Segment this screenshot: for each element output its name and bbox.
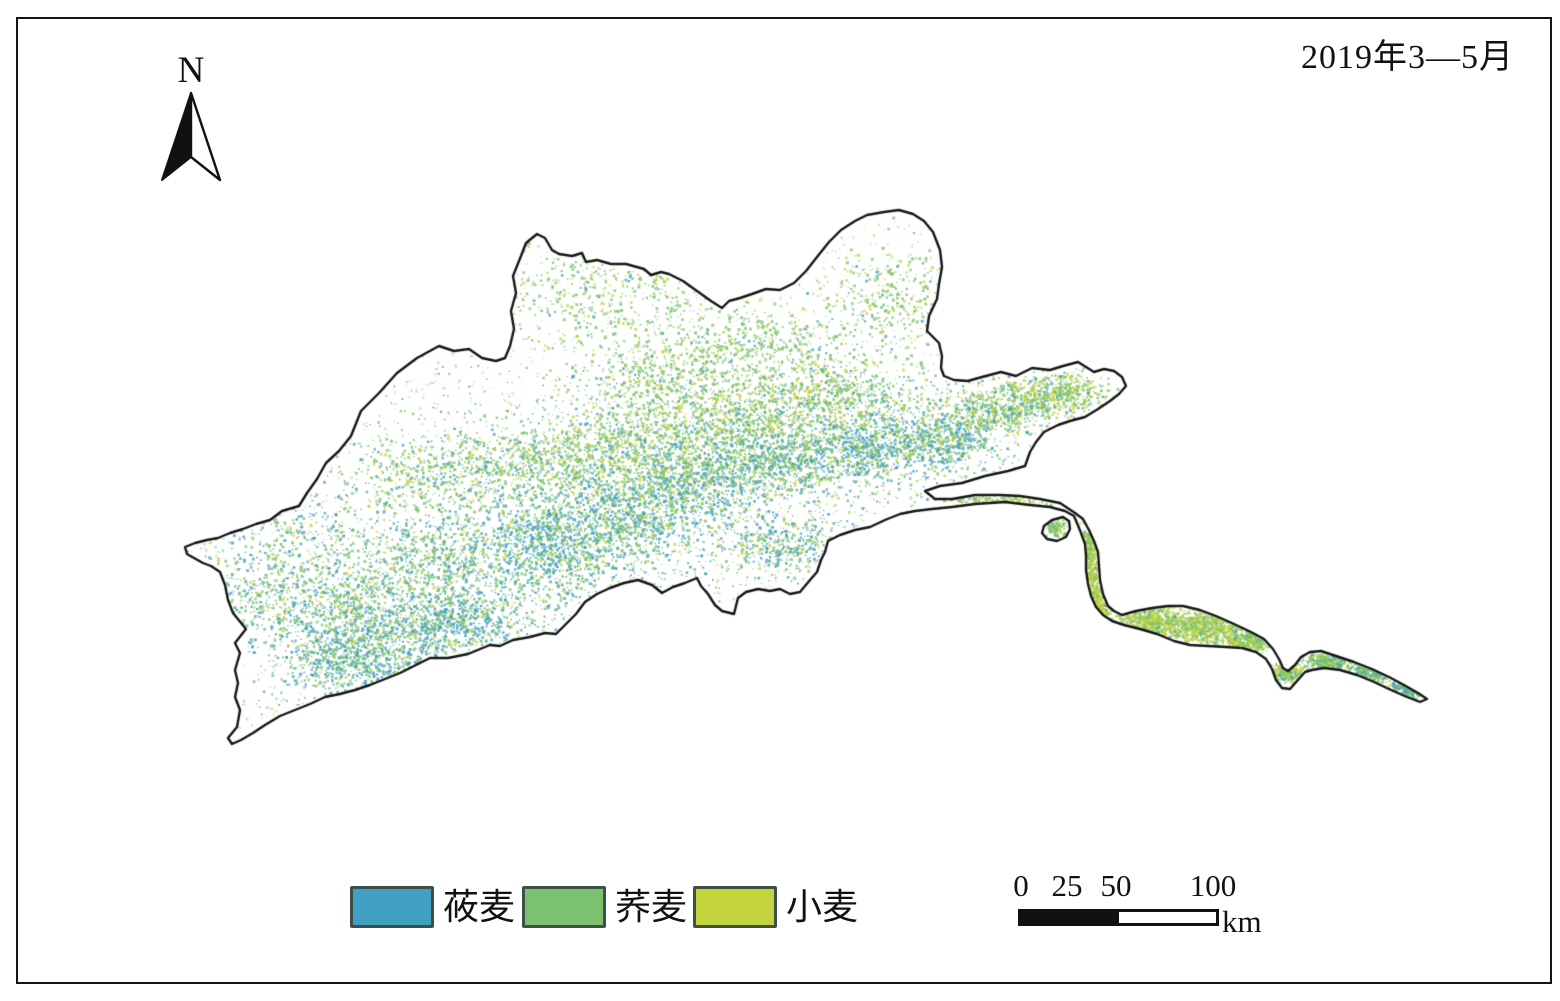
legend-item-youmai: 莜麦 (350, 886, 515, 928)
north-arrow: N (158, 52, 224, 183)
scale-bar-rule (1018, 909, 1219, 926)
scale-bar-empty-segment (1118, 912, 1216, 923)
legend-swatch-youmai (350, 886, 434, 928)
north-arrow-icon (161, 91, 222, 182)
scale-tick-100: 100 (1189, 868, 1237, 903)
scale-tick-0: 0 (1013, 868, 1029, 903)
scale-tick-50: 50 (1100, 868, 1132, 903)
legend-item-qiaomai: 荞麦 (522, 886, 687, 928)
date-range-label: 2019年3—5月 (1301, 39, 1514, 76)
scale-bar: 0 25 50 100 km (1008, 868, 1308, 939)
scale-unit-label: km (1222, 904, 1262, 939)
north-label: N (177, 50, 205, 91)
legend-swatch-xiaomai (693, 886, 777, 928)
legend-label-youmai: 莜麦 (443, 887, 516, 927)
legend-item-xiaomai: 小麦 (693, 886, 858, 928)
scale-tick-25: 25 (1051, 868, 1083, 903)
legend-label-xiaomai: 小麦 (786, 887, 859, 927)
legend-label-qiaomai: 荞麦 (615, 887, 688, 927)
scale-bar-filled-segment (1021, 912, 1119, 923)
legend-swatch-qiaomai (522, 886, 606, 928)
